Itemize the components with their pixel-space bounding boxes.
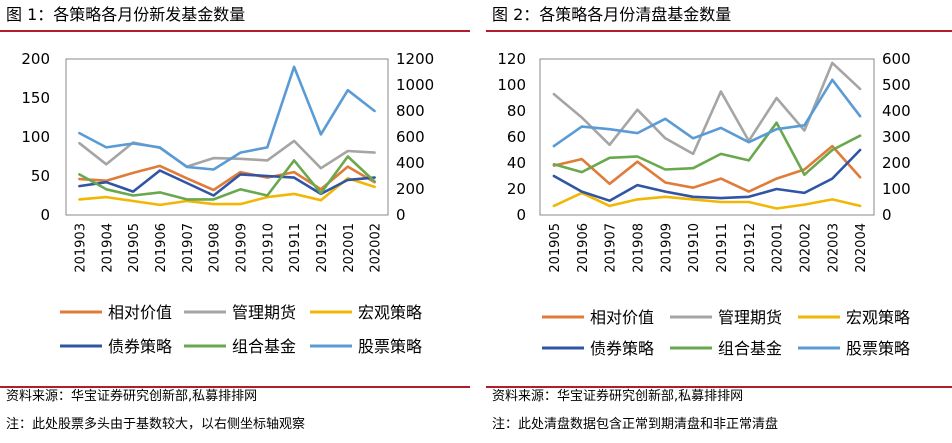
x-axis-tick-label: 201906 xyxy=(576,223,591,273)
x-axis-tick-label: 201905 xyxy=(127,223,142,273)
x-axis-tick-label: 201909 xyxy=(659,223,674,273)
series-line-relative-value xyxy=(552,144,862,193)
x-axis-tick-label: 202004 xyxy=(854,223,869,273)
right-axis-tick-label: 300 xyxy=(882,128,911,146)
left-axis-tick-label: 50 xyxy=(31,167,50,185)
series-line-equity xyxy=(78,65,376,171)
figure-2-chart: 0 20 40 60 80 100 120 0 100 200 300 400 500 600 201905… xyxy=(497,50,911,358)
left-axis-tick-label: 0 xyxy=(40,206,50,224)
figure-1-top-rule xyxy=(0,30,470,32)
figure-2-remark-note: 注：此处清盘数据包含正常到期清盘和非正常清盘 xyxy=(492,417,779,432)
x-axis-tick-label: 201907 xyxy=(604,223,619,273)
legend-label-equity: 股票策略 xyxy=(846,339,910,358)
legend-label-relative-value: 相对价值 xyxy=(590,308,654,327)
left-axis-tick-label: 100 xyxy=(21,128,50,146)
x-axis-tick-label: 201910 xyxy=(261,223,276,273)
left-axis-tick-label: 60 xyxy=(507,128,526,146)
legend-label-equity: 股票策略 xyxy=(358,337,422,356)
legend-label-bond: 债券策略 xyxy=(590,339,654,358)
right-axis-tick-label: 800 xyxy=(396,102,425,120)
x-axis-tick-label: 202002 xyxy=(798,223,813,273)
x-axis-tick-label: 201903 xyxy=(73,223,88,273)
x-axis-tick-label: 201911 xyxy=(715,223,730,273)
series-line-macro xyxy=(78,177,376,207)
legend-label-fof: 组合基金 xyxy=(718,339,782,358)
left-axis-tick-label: 150 xyxy=(21,89,50,107)
legend-label-managed-futures: 管理期货 xyxy=(232,303,296,322)
right-axis-tick-label: 600 xyxy=(396,128,425,146)
x-axis-tick-label: 202001 xyxy=(771,223,786,273)
right-axis-tick-label: 0 xyxy=(882,206,892,224)
legend-label-macro: 宏观策略 xyxy=(358,303,422,322)
x-axis-tick-label: 201911 xyxy=(288,223,303,273)
series-line-fof xyxy=(552,121,862,176)
x-axis-tick-label: 201908 xyxy=(631,223,646,273)
x-axis-tick-label: 201904 xyxy=(100,223,115,273)
left-axis-tick-label: 200 xyxy=(21,50,50,68)
right-axis-tick-label: 400 xyxy=(396,154,425,172)
right-axis-tick-label: 1000 xyxy=(396,76,434,94)
x-axis-tick-label: 201912 xyxy=(315,223,330,273)
right-axis-tick-label: 100 xyxy=(882,180,911,198)
figure-1-panel: 图 1：各策略各月份新发基金数量 0 50 100 150 200 0 200 400 600 8… xyxy=(0,0,470,443)
figure-2-title: 图 2：各策略各月份清盘基金数量 xyxy=(492,5,732,24)
legend-label-macro: 宏观策略 xyxy=(846,308,910,327)
x-axis-tick-label: 202003 xyxy=(826,223,841,273)
x-axis-tick-label: 202002 xyxy=(369,223,384,273)
right-axis-tick-label: 500 xyxy=(882,76,911,94)
legend-label-bond: 债券策略 xyxy=(108,337,172,356)
series-line-equity xyxy=(552,78,862,148)
series-line-macro xyxy=(552,191,862,210)
right-axis-tick-label: 600 xyxy=(882,50,911,68)
figure-2-top-rule xyxy=(486,30,952,32)
left-axis-tick-label: 120 xyxy=(497,50,526,68)
x-axis-tick-label: 202001 xyxy=(342,223,357,273)
figure-1-chart: 0 50 100 150 200 0 200 400 600 800 1000 1200 201903 2… xyxy=(21,50,434,356)
series-line-bond xyxy=(552,148,862,202)
figure-2-source-note: 资料来源：华宝证券研究创新部,私募排排网 xyxy=(492,389,744,404)
figure-1-source-note: 资料来源：华宝证券研究创新部,私募排排网 xyxy=(6,389,258,404)
figure-1-bottom-rule xyxy=(0,386,470,388)
figure-2-panel: 图 2：各策略各月份清盘基金数量 0 20 40 60 80 100 120 0 100 200 3… xyxy=(486,0,952,443)
series-line-fof xyxy=(78,155,376,201)
series-line-bond xyxy=(78,169,376,197)
x-axis-tick-label: 201912 xyxy=(743,223,758,273)
series-line-managed-futures xyxy=(78,139,376,170)
right-axis-tick-label: 0 xyxy=(396,206,406,224)
right-axis-tick-label: 1200 xyxy=(396,50,434,68)
left-axis-tick-label: 20 xyxy=(507,180,526,198)
figure-1-title: 图 1：各策略各月份新发基金数量 xyxy=(6,5,246,24)
x-axis-tick-label: 201905 xyxy=(548,223,563,273)
legend-label-relative-value: 相对价值 xyxy=(108,303,172,322)
figure-2-bottom-rule xyxy=(486,386,952,388)
x-axis-tick-label: 201910 xyxy=(687,223,702,273)
legend-label-fof: 组合基金 xyxy=(232,337,296,356)
left-axis-tick-label: 0 xyxy=(516,206,526,224)
x-axis-tick-label: 201907 xyxy=(181,223,196,273)
right-axis-tick-label: 200 xyxy=(396,180,425,198)
x-axis-tick-label: 201908 xyxy=(208,223,223,273)
right-axis-tick-label: 200 xyxy=(882,154,911,172)
x-axis-tick-label: 201906 xyxy=(154,223,169,273)
figure-1-remark-note: 注：此处股票多头由于基数较大，以右侧坐标轴观察 xyxy=(6,417,306,432)
legend-label-managed-futures: 管理期货 xyxy=(718,308,782,327)
right-axis-tick-label: 400 xyxy=(882,102,911,120)
plot-frame xyxy=(65,58,389,216)
x-axis-tick-label: 201909 xyxy=(234,223,249,273)
left-axis-tick-label: 100 xyxy=(497,76,526,94)
left-axis-tick-label: 40 xyxy=(507,154,526,172)
plot-frame xyxy=(539,58,875,216)
left-axis-tick-label: 80 xyxy=(507,102,526,120)
